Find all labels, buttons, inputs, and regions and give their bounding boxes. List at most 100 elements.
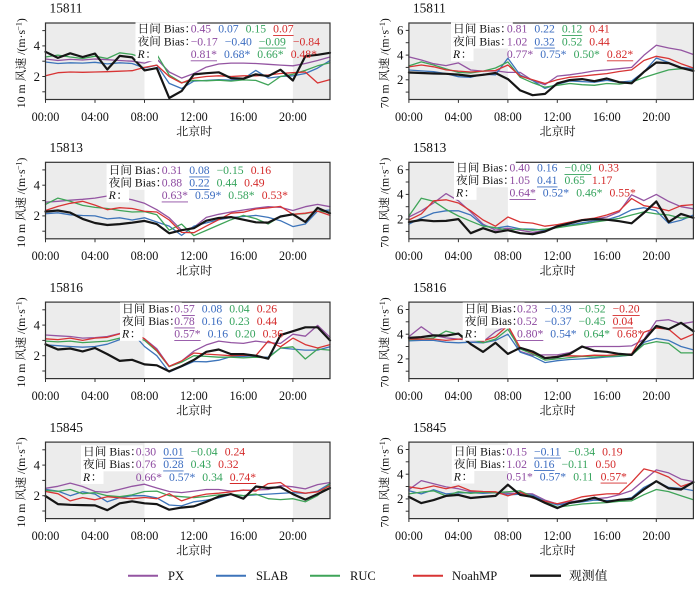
svg-text:0.20: 0.20 [235, 328, 256, 341]
svg-text:0.44: 0.44 [589, 35, 610, 48]
svg-text:16:00: 16:00 [230, 110, 258, 124]
svg-text:Bias: Bias [161, 23, 185, 36]
svg-text:2: 2 [397, 492, 403, 506]
svg-text:0.52: 0.52 [562, 35, 583, 48]
svg-text:0.64*: 0.64* [584, 328, 610, 341]
svg-text:−0.39: −0.39 [545, 303, 572, 316]
svg-text:0.23: 0.23 [229, 315, 250, 328]
svg-text:0.74*: 0.74* [230, 471, 256, 484]
svg-text:12:00: 12:00 [543, 249, 571, 263]
svg-text:4: 4 [34, 458, 41, 472]
svg-text:10 m: 10 m [14, 361, 28, 388]
svg-text:0.45: 0.45 [191, 23, 212, 36]
svg-text:Bias: Bias [132, 177, 156, 190]
svg-text:08:00: 08:00 [131, 110, 159, 124]
svg-text:4: 4 [397, 328, 404, 342]
svg-text:0.57*: 0.57* [174, 328, 200, 341]
svg-text:20:00: 20:00 [642, 110, 670, 124]
svg-text:Bias: Bias [161, 35, 185, 48]
svg-text:Bias: Bias [476, 23, 500, 36]
svg-text:4: 4 [34, 318, 41, 332]
svg-text:0.58*: 0.58* [228, 189, 254, 202]
svg-text:20:00: 20:00 [642, 249, 670, 263]
svg-text:00:00: 00:00 [395, 389, 423, 403]
svg-text:0.48*: 0.48* [291, 48, 317, 61]
svg-text:0.63*: 0.63* [162, 189, 188, 202]
svg-text:1.17: 1.17 [592, 174, 613, 187]
svg-text:Bias: Bias [488, 303, 512, 316]
svg-text:0.68*: 0.68* [617, 328, 643, 341]
svg-text:0.32: 0.32 [218, 458, 239, 471]
svg-text:0.44: 0.44 [257, 315, 278, 328]
svg-text:16:00: 16:00 [593, 389, 621, 403]
svg-text:08:00: 08:00 [494, 249, 522, 263]
svg-text:70 m: 70 m [377, 501, 391, 528]
svg-text:0.52*: 0.52* [543, 187, 569, 200]
svg-text:0.15: 0.15 [507, 445, 528, 458]
svg-text:0.50: 0.50 [596, 458, 617, 471]
svg-text:15813: 15813 [413, 140, 447, 155]
svg-text:08:00: 08:00 [131, 529, 159, 543]
svg-text:0.23: 0.23 [517, 303, 538, 316]
svg-text:0.65: 0.65 [565, 174, 586, 187]
svg-text:20:00: 20:00 [279, 110, 307, 124]
svg-text:−1: −1 [378, 22, 387, 31]
svg-text:0.51*: 0.51* [507, 470, 533, 483]
svg-text:6: 6 [397, 303, 404, 317]
svg-text:00:00: 00:00 [32, 110, 60, 124]
svg-text:0.78: 0.78 [174, 315, 195, 328]
svg-text:12:00: 12:00 [180, 249, 208, 263]
svg-text:): ) [377, 18, 391, 22]
svg-text:0.59*: 0.59* [195, 189, 221, 202]
svg-text:4: 4 [34, 39, 41, 53]
svg-text:6: 6 [397, 443, 404, 457]
svg-text:0.54*: 0.54* [550, 328, 576, 341]
svg-text:R: R [121, 328, 129, 341]
svg-text:0.12: 0.12 [562, 23, 583, 36]
svg-text:0.75*: 0.75* [540, 48, 566, 61]
svg-text:RUC: RUC [350, 569, 376, 583]
svg-text:0.81*: 0.81* [191, 48, 217, 61]
svg-text:0.28: 0.28 [163, 458, 184, 471]
svg-text:0.40: 0.40 [510, 162, 531, 175]
svg-text:4: 4 [397, 48, 404, 62]
svg-text:20:00: 20:00 [279, 249, 307, 263]
svg-text:−0.09: −0.09 [565, 162, 592, 175]
svg-text:4: 4 [34, 179, 41, 193]
svg-text:1.05: 1.05 [510, 174, 531, 187]
svg-text:0.16: 0.16 [202, 315, 223, 328]
svg-text:R: R [464, 328, 472, 341]
svg-text:R: R [137, 48, 145, 61]
svg-text:−0.20: −0.20 [613, 303, 640, 316]
svg-text:0.07: 0.07 [273, 23, 294, 36]
svg-text:00:00: 00:00 [395, 110, 423, 124]
svg-text:04:00: 04:00 [445, 110, 473, 124]
svg-text:R: R [108, 189, 116, 202]
svg-text:−1: −1 [378, 441, 387, 450]
svg-text:0.55*: 0.55* [610, 187, 636, 200]
svg-text:Bias: Bias [106, 446, 130, 459]
svg-text:/(m·s: /(m·s [14, 449, 28, 477]
svg-text:−0.37: −0.37 [545, 315, 572, 328]
svg-text:00:00: 00:00 [395, 249, 423, 263]
svg-text:70 m: 70 m [377, 81, 391, 108]
svg-text:Bias: Bias [132, 164, 156, 177]
svg-text:2: 2 [34, 489, 40, 503]
svg-text:/(m·s: /(m·s [377, 30, 391, 58]
svg-text:6: 6 [397, 24, 404, 38]
svg-text:0.64*: 0.64* [510, 187, 536, 200]
svg-text:6: 6 [397, 163, 404, 177]
svg-text:0.22: 0.22 [189, 177, 210, 190]
svg-text:0.80*: 0.80* [517, 328, 543, 341]
svg-text:1.02: 1.02 [507, 35, 528, 48]
svg-text:08:00: 08:00 [131, 249, 159, 263]
svg-text:70 m: 70 m [377, 361, 391, 388]
svg-text:04:00: 04:00 [81, 529, 109, 543]
svg-text:20:00: 20:00 [279, 529, 307, 543]
svg-text:0.68*: 0.68* [224, 48, 250, 61]
svg-text:0.16: 0.16 [251, 164, 272, 177]
svg-text:R: R [82, 471, 90, 484]
svg-text:/(m·s: /(m·s [377, 449, 391, 477]
svg-text:15811: 15811 [413, 1, 446, 16]
svg-text:0.77*: 0.77* [507, 48, 533, 61]
